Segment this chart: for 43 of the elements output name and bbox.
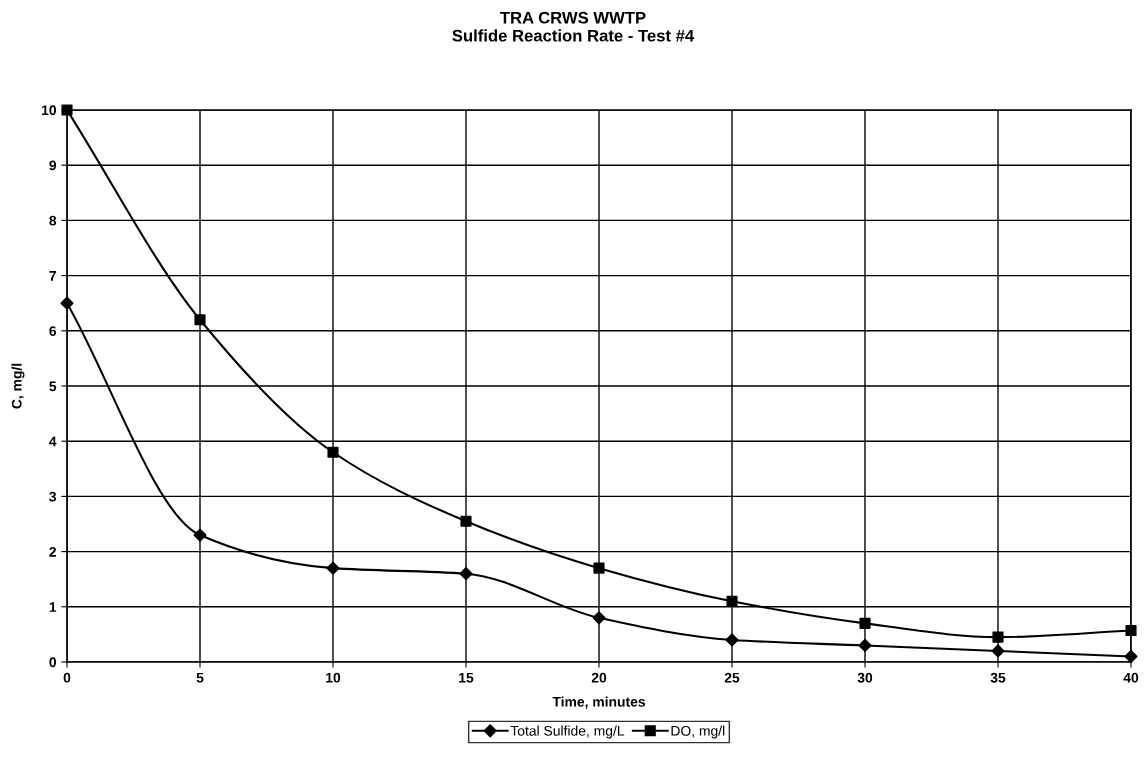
y-tick-label: 4 — [49, 436, 57, 447]
point — [459, 567, 473, 581]
y-tick-label: 2 — [49, 546, 57, 557]
point — [194, 314, 206, 326]
point — [61, 104, 73, 116]
y-tick-label: 1 — [49, 602, 57, 612]
x-axis-title: Time, minutes — [552, 696, 645, 709]
point — [725, 633, 739, 647]
point — [326, 561, 340, 575]
x-tick-label: 20 — [591, 672, 607, 683]
point — [1124, 649, 1138, 664]
x-tick-label: 40 — [1123, 672, 1139, 683]
y-tick-label: 3 — [49, 491, 57, 502]
x-tick-label: 15 — [459, 672, 474, 683]
y-tick-label: 5 — [49, 381, 57, 392]
point — [592, 611, 606, 625]
x-tick-label: 35 — [990, 672, 1006, 683]
x-tick-label: 25 — [724, 672, 740, 683]
x-tick-label: 30 — [857, 672, 873, 683]
y-tick-label: 10 — [42, 105, 57, 116]
point — [460, 515, 472, 527]
x-tick-label: 10 — [326, 672, 341, 683]
y-tick-label: 6 — [49, 326, 57, 336]
point — [60, 296, 74, 310]
point — [193, 528, 207, 542]
point — [327, 446, 339, 458]
point — [991, 644, 1005, 658]
y-tick-label: 8 — [49, 215, 57, 226]
y-tick-label: 0 — [49, 657, 57, 668]
point — [593, 562, 605, 574]
point — [1125, 624, 1137, 637]
point — [858, 638, 872, 653]
legend-label: DO, mg/l — [671, 725, 725, 739]
y-tick-label: 9 — [49, 160, 57, 171]
legend-label: Total Sulfide, mg/L — [510, 725, 625, 739]
point — [992, 631, 1004, 643]
x-tick-label: 5 — [196, 672, 204, 683]
y-tick-label: 7 — [49, 271, 56, 281]
x-tick-label: 0 — [63, 672, 71, 683]
point — [726, 595, 738, 607]
y-axis-title: C, mg/l — [11, 363, 25, 409]
point — [859, 617, 871, 629]
chart-title: TRA CRWS WWTP Sulfide Reaction Rate - Test #4 — [452, 11, 695, 42]
